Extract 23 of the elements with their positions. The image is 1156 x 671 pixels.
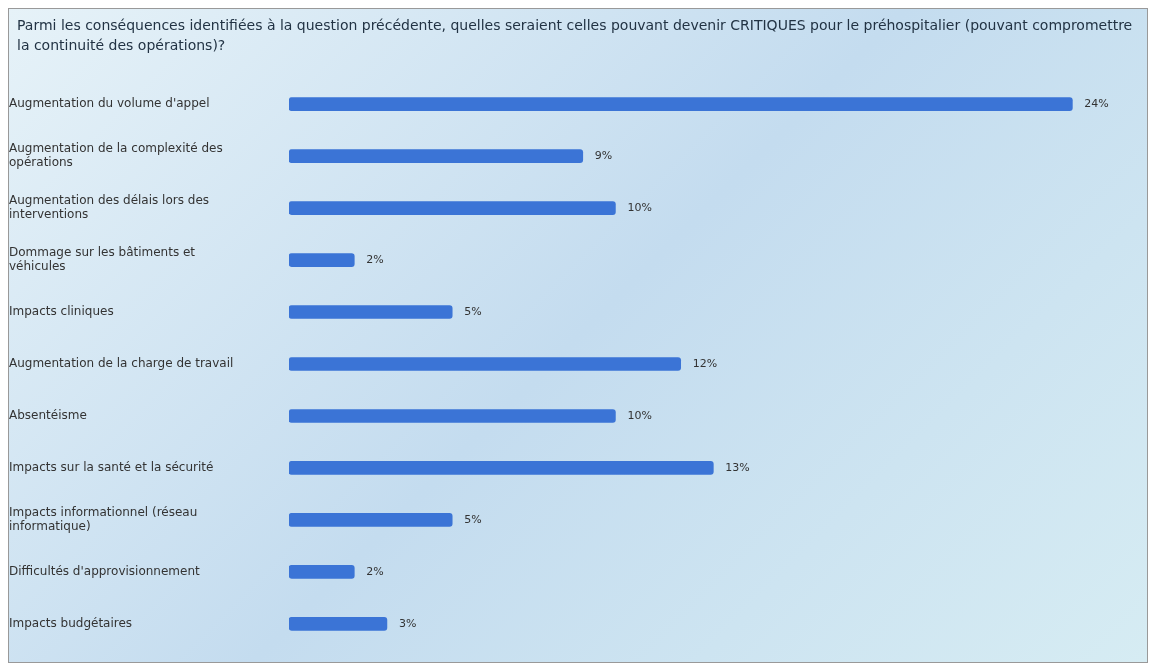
data-label: 12%	[692, 356, 718, 370]
y-tick-label: Dommage sur les bâtiments et véhicules	[9, 245, 196, 274]
y-tick-label: Impacts informationnel (réseau informatique)	[9, 504, 198, 534]
data-label: 9%	[594, 149, 613, 162]
y-tick-label: Augmentation des délais lors des interventions	[9, 193, 210, 222]
chart-title: Parmi les conséquences identifiées à la question précédente, quelles seraient celles pouvant devenir CRITIQUES pour le préhospitalier (pouvant compromettre la continuité des opérations)?	[16, 16, 1134, 55]
y-tick-label: Difficultés d'approvisionnement	[9, 563, 201, 578]
data-label: 13%	[725, 460, 750, 474]
y-tick-label: Augmentation de la complexité des opérations	[9, 141, 223, 170]
data-label: 5%	[464, 512, 482, 526]
y-tick-label: Augmentation de la charge de travail	[9, 356, 234, 371]
data-label: 3%	[398, 616, 417, 630]
data-label: 24%	[1084, 97, 1109, 111]
y-tick-label: Impacts cliniques	[9, 304, 114, 319]
data-label: 2%	[366, 252, 384, 266]
y-tick-label: Absentéisme	[9, 408, 87, 423]
y-tick-label: Augmentation du volume d'appel	[9, 96, 210, 111]
y-tick-label: Impacts sur la santé et la sécurité	[9, 460, 214, 475]
data-label: 2%	[366, 564, 384, 578]
data-label: 10%	[627, 408, 652, 422]
y-tick-label: Impacts budgétaires	[9, 615, 133, 630]
data-label: 5%	[464, 304, 482, 318]
data-label: 10%	[627, 200, 652, 214]
